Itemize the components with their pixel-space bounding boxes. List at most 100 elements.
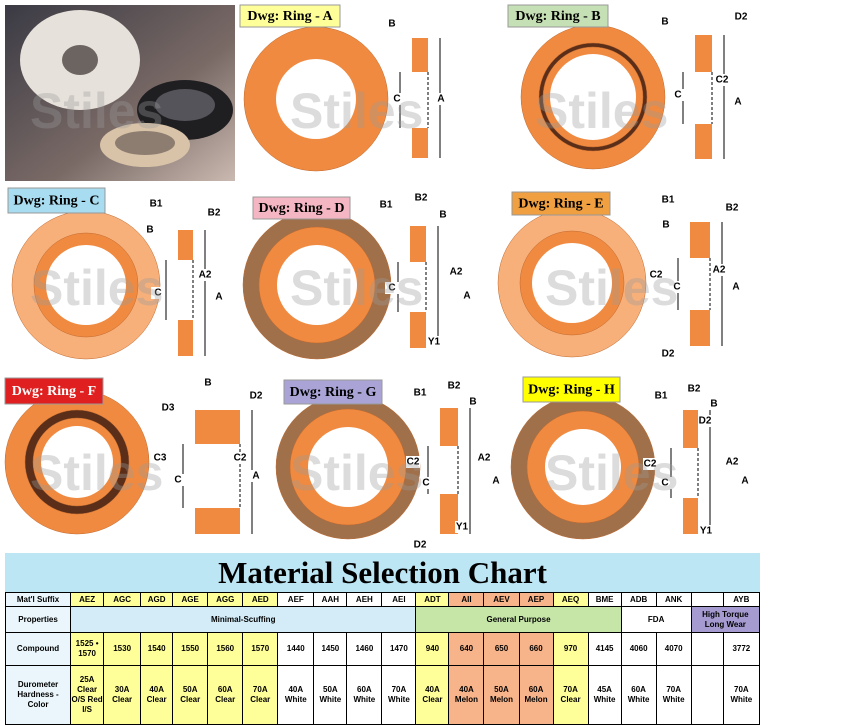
label-bg — [207, 207, 221, 219]
dim-label: B — [662, 220, 669, 231]
suffix-cell: AEZ — [70, 592, 105, 607]
dim-label: B2 — [208, 208, 221, 219]
label-bg — [427, 336, 441, 348]
label-bg — [249, 390, 263, 402]
durometer-cell: 70A White — [722, 665, 761, 725]
durometer-cell: 60A Clear — [207, 665, 244, 725]
dim-label: A2 — [478, 453, 491, 464]
suffix-cell: AEF — [277, 592, 315, 607]
compound-cell: 1440 — [277, 632, 315, 666]
watermark: Stiles — [545, 260, 678, 316]
dim-label: Y1 — [456, 522, 469, 533]
dim-label: B — [710, 399, 717, 410]
dim-label: D2 — [699, 416, 712, 427]
compound-cell: 650 — [483, 632, 520, 666]
label-bg — [455, 521, 469, 533]
durometer-cell: 70A White — [655, 665, 692, 725]
drawing-title: Dwg: Ring - C — [14, 194, 100, 209]
material-chart: Material Selection Chart Mat'l Suffix AEZ… — [4, 553, 761, 725]
compound-cell: 940 — [415, 632, 450, 666]
label-bg — [143, 224, 157, 236]
suffix-cell: ADB — [620, 592, 657, 607]
dim-label: B1 — [380, 200, 393, 211]
compound-cell: 1560 — [207, 632, 244, 666]
label-bg — [707, 398, 721, 410]
dim-label: D2 — [662, 349, 675, 360]
dim-label: D3 — [162, 403, 175, 414]
table-row: Properties Minimal-Scuffing General Purpos… — [4, 606, 761, 633]
label-bg — [654, 390, 668, 402]
label-bg — [658, 16, 672, 28]
durometer-cell: 60A White — [620, 665, 657, 725]
label-bg — [734, 11, 748, 23]
label-bg — [436, 209, 450, 221]
ring — [550, 54, 636, 140]
dim-label: C3 — [154, 453, 167, 464]
label-bg — [419, 477, 433, 489]
row-header: Properties — [4, 606, 72, 633]
dim-label: B — [146, 225, 153, 236]
dim-label: B2 — [448, 381, 461, 392]
label-bg — [649, 269, 663, 281]
dim-label: A — [437, 94, 444, 105]
suffix-cell: AAH — [313, 592, 348, 607]
label-bg — [460, 290, 474, 302]
section — [683, 410, 698, 448]
ring — [308, 427, 388, 507]
group-cell: Minimal-Scuffing — [70, 606, 417, 633]
compound-cell: 1450 — [313, 632, 348, 666]
suffix-cell: AEI — [381, 592, 417, 607]
compound-cell: 660 — [518, 632, 554, 666]
label-bg — [658, 477, 672, 489]
compound-cell: 1530 — [103, 632, 142, 666]
dim-label: A — [463, 291, 470, 302]
photo — [5, 5, 235, 181]
label-bg — [249, 470, 263, 482]
drawing-title: Dwg: Ring - F — [12, 384, 96, 399]
section — [412, 128, 428, 158]
suffix-cell: BME — [587, 592, 622, 607]
durometer-cell: 40A Melon — [448, 665, 485, 725]
watermark: Stiles — [290, 445, 423, 501]
durometer-cell: 50A Clear — [172, 665, 209, 725]
section — [690, 222, 710, 258]
drawing-title: Dwg: Ring - B — [515, 9, 600, 24]
label-bg — [385, 282, 399, 294]
label-bg — [738, 475, 752, 487]
compound-cell: 1550 — [172, 632, 209, 666]
label-bg — [729, 281, 743, 293]
dim-label: D2 — [735, 12, 748, 23]
section — [695, 124, 712, 159]
dim-label: C2 — [650, 270, 663, 281]
title-box — [239, 4, 341, 28]
title-box — [511, 191, 611, 216]
table-row: Durometer Hardness - Color 25A Clear O/S … — [4, 665, 761, 725]
label-bg — [212, 291, 226, 303]
group-cell: High Torque Long Wear — [690, 606, 761, 633]
label-bg — [414, 192, 428, 204]
section — [440, 494, 458, 534]
label-bg — [489, 475, 503, 487]
suffix-cell: AYB — [722, 592, 761, 607]
suffix-cell: AGD — [140, 592, 174, 607]
suffix-cell: AEH — [346, 592, 383, 607]
title-box — [252, 196, 351, 220]
durometer-cell: 50A White — [313, 665, 348, 725]
row-header: Durometer Hardness - Color — [4, 665, 72, 725]
dim-label: A2 — [199, 270, 212, 281]
table-row: Compound 1525 • 1570 1530 1540 1550 1560 1570 1… — [4, 632, 761, 666]
ring — [41, 426, 113, 498]
suffix-cell: ANK — [655, 592, 692, 607]
dim-label: A — [252, 471, 259, 482]
dim-label: B1 — [150, 199, 163, 210]
watermark: Stiles — [290, 83, 423, 139]
group-cell: FDA — [620, 606, 692, 633]
dim-label: Y1 — [700, 526, 713, 537]
title-box — [283, 379, 383, 405]
section — [410, 226, 426, 262]
row-header: Mat'l Suffix — [4, 592, 72, 607]
dim-label: B — [204, 378, 211, 389]
compound-cell: 1570 — [242, 632, 279, 666]
durometer-cell: 60A Melon — [518, 665, 554, 725]
durometer-cell: 40A Clear — [140, 665, 174, 725]
